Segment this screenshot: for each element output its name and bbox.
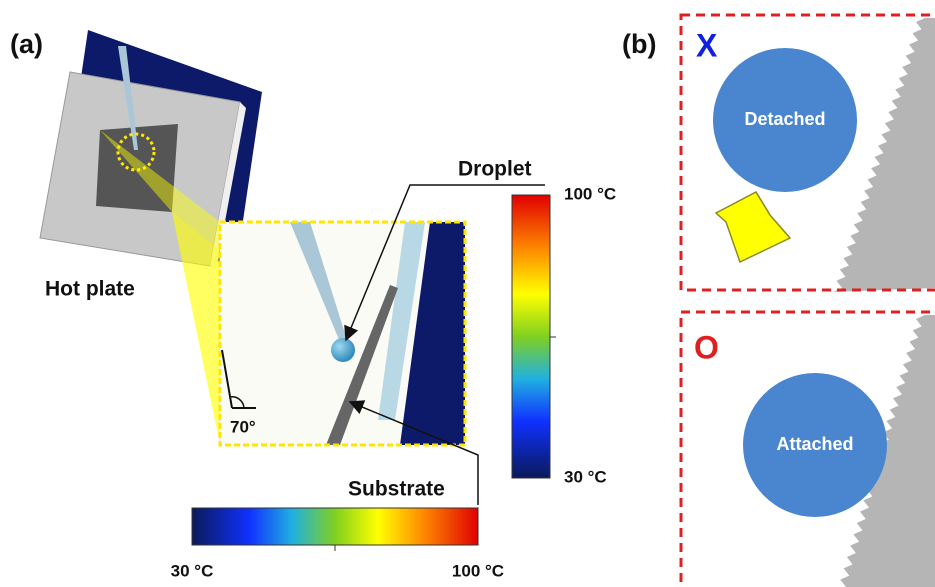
colorbar-max: 100 °C (564, 184, 616, 203)
vertical-colorbar (512, 195, 550, 478)
colorbar-min: 30 °C (171, 561, 214, 580)
serration (833, 18, 935, 292)
horizontal-colorbar (192, 508, 478, 545)
colorbar-max: 100 °C (452, 561, 504, 580)
case-mark: O (694, 329, 719, 365)
detach-arrow (716, 192, 790, 262)
hot-plate-label: Hot plate (45, 278, 135, 301)
state-label: Detached (744, 109, 825, 129)
panel-label: (b) (622, 29, 656, 59)
angle-label: 70° (230, 417, 256, 436)
case-mark: X (696, 27, 718, 63)
panel-label: (a) (10, 29, 43, 59)
colorbar-min: 30 °C (564, 467, 607, 486)
state-label: Attached (776, 434, 853, 454)
substrate-label: Substrate (348, 478, 445, 501)
inset (220, 222, 465, 445)
droplet-label: Droplet (458, 158, 532, 181)
figure: (a) Hot plate Droplet Substrate 70° 100 … (0, 0, 935, 587)
